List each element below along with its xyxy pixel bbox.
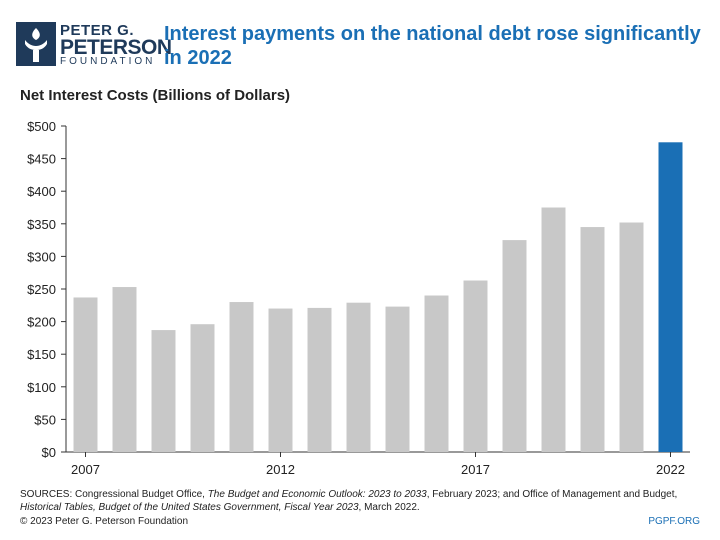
- bar-chart: $0 $50 $100 $150 $200 $250 $300 $350 $400 $450 $50…: [27, 119, 690, 477]
- y-tick-label: $350: [27, 217, 56, 232]
- sources-prefix: SOURCES: Congressional Budget Office,: [20, 489, 208, 500]
- sources-title-1: The Budget and Economic Outlook: 2023 to…: [207, 489, 427, 500]
- y-tick-label: $300: [27, 249, 56, 264]
- copyright: © 2023 Peter G. Peterson Foundation: [20, 516, 189, 527]
- y-tick-label: $150: [27, 347, 56, 362]
- logo-line-3: FOUNDATION: [60, 56, 156, 67]
- chart-subtitle: Net Interest Costs (Billions of Dollars): [20, 87, 291, 104]
- y-tick-label: $100: [27, 380, 56, 395]
- x-tick-label: 2012: [266, 462, 295, 477]
- sources-title-2: Historical Tables, Budget of the United …: [20, 502, 359, 513]
- x-tick-label: 2007: [71, 462, 100, 477]
- bar-2021: [619, 222, 644, 452]
- site-link[interactable]: PGPF.ORG: [648, 516, 700, 527]
- sources-suffix: , March 2022.: [358, 502, 420, 513]
- y-tick-label: $0: [42, 445, 56, 460]
- bar-2014: [346, 302, 371, 452]
- bar-2019: [541, 207, 566, 452]
- logo-line-2: PETERSON: [60, 36, 172, 59]
- sources-mid: , February 2023; and Office of Managemen…: [426, 489, 678, 500]
- bar-2017: [463, 280, 488, 452]
- bar-2011: [229, 302, 254, 452]
- torch-logo-icon: [16, 22, 56, 66]
- x-tick-label: 2017: [461, 462, 490, 477]
- chart-title: Interest payments on the national debt r…: [164, 23, 701, 69]
- bar-2012: [268, 308, 293, 452]
- y-tick-label: $250: [27, 282, 56, 297]
- logo-line-1: PETER G.: [60, 22, 135, 39]
- y-tick-label: $400: [27, 184, 56, 199]
- y-tick-label: $500: [27, 119, 56, 134]
- bar-2008: [112, 287, 137, 452]
- bar-2020: [580, 227, 605, 452]
- bar-2022: [658, 142, 683, 453]
- bar-2015: [385, 306, 410, 452]
- bar-2016: [424, 295, 449, 452]
- foundation-logo: PETER G. PETERSON FOUNDATION: [16, 22, 172, 67]
- x-tick-label: 2022: [656, 462, 685, 477]
- bar-2007: [73, 297, 98, 452]
- bar-2013: [307, 307, 332, 452]
- y-tick-label: $200: [27, 315, 56, 330]
- bar-2009: [151, 330, 176, 452]
- sources-note: SOURCES: Congressional Budget Office, Th…: [20, 488, 700, 514]
- y-tick-label: $450: [27, 152, 56, 167]
- bar-2018: [502, 240, 527, 452]
- bar-2010: [190, 324, 215, 452]
- y-tick-label: $50: [34, 412, 56, 427]
